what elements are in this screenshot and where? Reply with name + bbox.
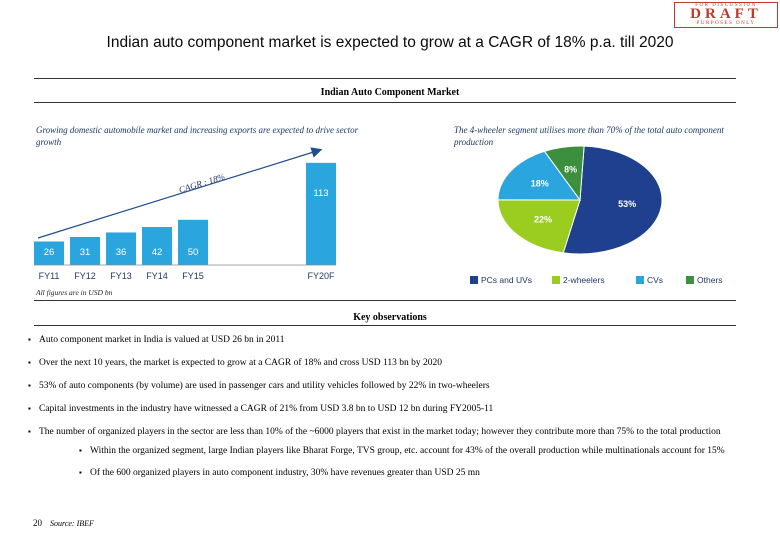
rule-top (34, 78, 736, 79)
cagr-label: CAGR : 18% (178, 171, 226, 194)
pie-value-label: 8% (564, 164, 577, 174)
observations-list: Auto component market in India is valued… (28, 334, 768, 490)
pie-value-label: 18% (531, 178, 549, 188)
observation-sub-item: Of the 600 organized players in auto com… (79, 467, 768, 479)
observation-item: Capital investments in the industry have… (28, 403, 768, 415)
bar-category-label: FY15 (182, 271, 204, 281)
observation-item: The number of organized players in the s… (28, 426, 768, 479)
bar-category-label: FY11 (39, 271, 60, 281)
pie-slice-pcs-and-uvs (562, 145, 663, 255)
bar-value-label: 26 (44, 247, 55, 258)
bar-category-label: FY20F (307, 271, 335, 281)
legend-swatch (636, 276, 644, 284)
bar-value-label: 31 (80, 247, 91, 258)
observation-sub-list: Within the organized segment, large Indi… (39, 445, 768, 479)
legend-swatch (470, 276, 478, 284)
right-chart-note: The 4-wheeler segment utilises more than… (454, 125, 724, 147)
observation-item: 53% of auto components (by volume) are u… (28, 380, 768, 392)
section-title: Indian Auto Component Market (320, 87, 460, 98)
bar-fy11 (34, 241, 64, 265)
draft-stamp-top: FOR DISCUSSION (695, 3, 757, 8)
bar-fy20f (306, 162, 336, 265)
legend-label: CVs (647, 275, 663, 285)
draft-stamp-bottom: PURPOSES ONLY (696, 21, 756, 26)
observation-item-text: The number of organized players in the s… (39, 427, 721, 437)
draft-stamp: FOR DISCUSSION DRAFT PURPOSES ONLY (674, 2, 778, 28)
pie-value-label: 53% (618, 199, 636, 209)
legend-swatch (686, 276, 694, 284)
pie-value-label: 22% (534, 215, 552, 225)
bar-fy13 (106, 232, 136, 265)
bar-value-label: 113 (313, 188, 328, 199)
pie-slice-cvs (497, 150, 581, 201)
observation-item: Over the next 10 years, the market is ex… (28, 357, 768, 369)
observations-title: Key observations (353, 312, 427, 323)
bar-category-label: FY14 (146, 271, 168, 281)
rule-under-observations-title (34, 325, 736, 326)
bar-value-label: 42 (152, 247, 163, 258)
units-note: All figures are in USD bn (36, 288, 113, 297)
pie-slice-2-wheelers (497, 199, 581, 254)
pie-chart: 53% 22% 18% 8% PCs and UVs 2-wheelers CVs Othe… (470, 145, 723, 285)
bar-fy14 (142, 227, 172, 265)
observation-item: Auto component market in India is valued… (28, 334, 768, 346)
bar-fy12 (70, 236, 100, 265)
bar-value-label: 36 (116, 247, 127, 258)
bar-category-label: FY12 (74, 271, 96, 281)
rule-under-section-title (34, 102, 736, 103)
legend-label: 2-wheelers (563, 275, 605, 285)
rule-above-observations (34, 300, 736, 301)
page-number: 20 (33, 518, 42, 528)
cagr-trend-arrow (37, 147, 323, 239)
source-note: Source: IBEF (50, 519, 94, 528)
legend-label: PCs and UVs (481, 275, 532, 285)
left-chart-note: Growing domestic automobile market and i… (36, 125, 359, 147)
pie-slice-others (543, 145, 585, 202)
bar-value-label: 50 (188, 247, 199, 258)
page-title: Indian auto component market is expected… (106, 34, 674, 51)
bar-fy15 (178, 219, 208, 265)
legend-label: Others (697, 275, 723, 285)
legend-swatch (552, 276, 560, 284)
observation-sub-item: Within the organized segment, large Indi… (79, 445, 768, 457)
bar-category-label: FY13 (110, 271, 132, 281)
draft-stamp-main: DRAFT (690, 6, 762, 22)
